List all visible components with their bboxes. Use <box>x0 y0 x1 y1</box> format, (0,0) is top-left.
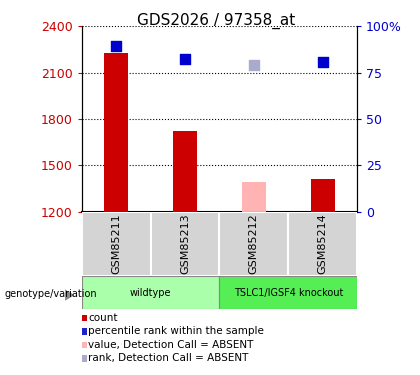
Bar <box>242 183 266 212</box>
Bar <box>82 328 87 335</box>
Bar <box>151 212 220 276</box>
Bar <box>104 53 129 212</box>
Text: genotype/variation: genotype/variation <box>4 290 97 299</box>
Point <box>250 62 257 68</box>
Text: TSLC1/IGSF4 knockout: TSLC1/IGSF4 knockout <box>234 288 343 298</box>
Point <box>113 44 120 50</box>
Text: percentile rank within the sample: percentile rank within the sample <box>88 327 264 336</box>
Text: rank, Detection Call = ABSENT: rank, Detection Call = ABSENT <box>88 354 248 363</box>
Bar <box>220 276 357 309</box>
Bar <box>82 342 87 348</box>
Polygon shape <box>65 290 74 301</box>
Text: GDS2026 / 97358_at: GDS2026 / 97358_at <box>137 13 295 29</box>
Bar <box>288 212 357 276</box>
Bar <box>220 212 288 276</box>
Bar <box>82 212 151 276</box>
Bar <box>82 315 87 321</box>
Bar <box>310 179 335 212</box>
Bar <box>82 355 87 362</box>
Text: value, Detection Call = ABSENT: value, Detection Call = ABSENT <box>88 340 253 350</box>
Text: GSM85214: GSM85214 <box>318 213 328 274</box>
Bar <box>173 132 197 212</box>
Bar <box>82 276 220 309</box>
Point <box>319 59 326 65</box>
Text: wildtype: wildtype <box>130 288 171 298</box>
Text: GSM85212: GSM85212 <box>249 213 259 274</box>
Point <box>182 56 189 62</box>
Text: count: count <box>88 313 118 323</box>
Text: GSM85211: GSM85211 <box>111 213 121 274</box>
Text: GSM85213: GSM85213 <box>180 213 190 274</box>
